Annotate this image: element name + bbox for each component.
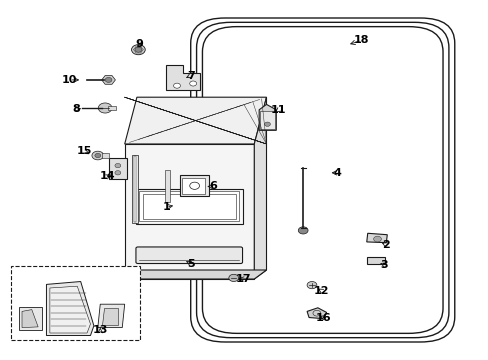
Circle shape: [115, 171, 121, 175]
Polygon shape: [306, 308, 326, 319]
Text: 3: 3: [379, 260, 387, 270]
Polygon shape: [124, 144, 254, 279]
FancyBboxPatch shape: [107, 106, 116, 110]
Circle shape: [95, 153, 101, 158]
Circle shape: [173, 83, 180, 88]
Text: 15: 15: [76, 146, 92, 156]
Circle shape: [98, 103, 112, 113]
Polygon shape: [50, 286, 90, 333]
FancyBboxPatch shape: [182, 178, 205, 194]
Circle shape: [298, 227, 307, 234]
FancyBboxPatch shape: [11, 266, 140, 340]
Text: 16: 16: [315, 312, 331, 323]
Text: 10: 10: [61, 75, 77, 85]
FancyBboxPatch shape: [142, 194, 235, 219]
FancyBboxPatch shape: [136, 247, 242, 264]
Text: 5: 5: [186, 258, 194, 269]
Polygon shape: [102, 308, 118, 325]
Text: 11: 11: [270, 105, 286, 115]
FancyBboxPatch shape: [136, 189, 242, 224]
Polygon shape: [254, 97, 266, 279]
FancyBboxPatch shape: [165, 170, 170, 202]
Circle shape: [115, 163, 121, 168]
Text: 12: 12: [313, 286, 329, 296]
FancyBboxPatch shape: [134, 156, 136, 222]
Circle shape: [105, 77, 112, 82]
Text: 13: 13: [92, 325, 108, 336]
Text: 14: 14: [100, 171, 115, 181]
Circle shape: [92, 151, 103, 160]
Text: 2: 2: [382, 240, 389, 250]
Circle shape: [131, 45, 145, 55]
FancyBboxPatch shape: [102, 153, 109, 158]
Polygon shape: [366, 233, 386, 243]
Text: 18: 18: [353, 35, 369, 45]
Circle shape: [306, 282, 316, 289]
Text: 8: 8: [72, 104, 80, 114]
Circle shape: [373, 236, 381, 242]
Polygon shape: [22, 310, 38, 328]
Polygon shape: [46, 282, 94, 336]
FancyBboxPatch shape: [260, 111, 274, 129]
Text: 17: 17: [235, 274, 251, 284]
Polygon shape: [124, 270, 266, 279]
Text: 1: 1: [162, 202, 170, 212]
Text: 4: 4: [333, 168, 341, 178]
FancyBboxPatch shape: [180, 175, 209, 196]
Circle shape: [264, 122, 270, 126]
Text: 9: 9: [135, 39, 143, 49]
FancyBboxPatch shape: [139, 191, 239, 221]
Text: 6: 6: [208, 181, 216, 192]
Text: 7: 7: [186, 71, 194, 81]
Polygon shape: [259, 104, 276, 130]
FancyBboxPatch shape: [108, 158, 127, 179]
FancyBboxPatch shape: [132, 155, 138, 223]
Circle shape: [135, 47, 142, 52]
Circle shape: [189, 81, 196, 86]
Polygon shape: [166, 65, 200, 90]
Polygon shape: [19, 307, 41, 330]
Circle shape: [228, 274, 238, 282]
Polygon shape: [366, 257, 385, 264]
Polygon shape: [98, 304, 124, 328]
Polygon shape: [124, 97, 266, 144]
